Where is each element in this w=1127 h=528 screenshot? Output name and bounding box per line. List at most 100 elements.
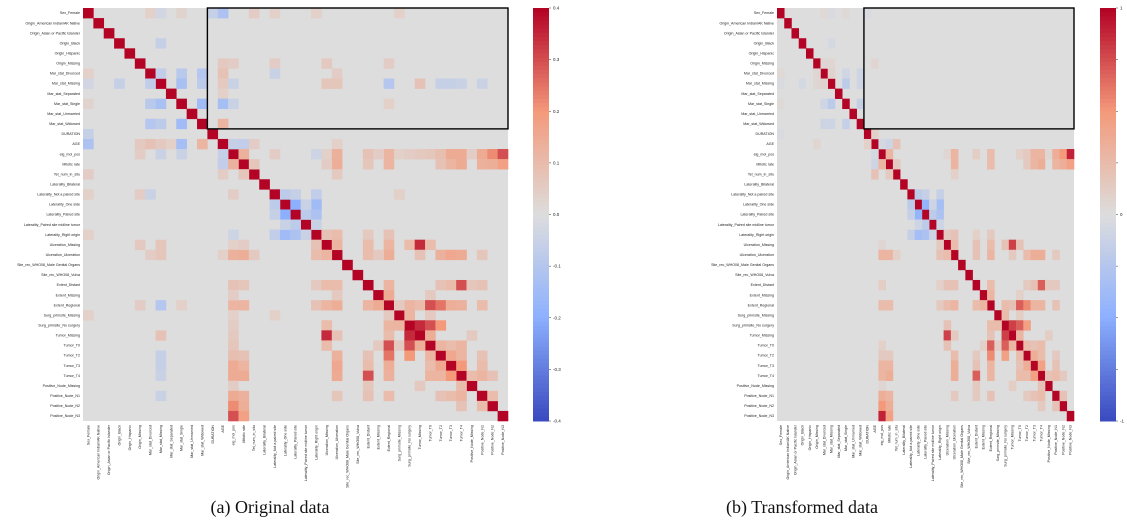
heatmap-cell	[331, 290, 343, 301]
heatmap-cell	[228, 249, 239, 261]
heatmap-cell	[228, 300, 239, 311]
heatmap-cell	[83, 78, 94, 89]
heatmap-cell	[238, 360, 250, 371]
heatmap-cell	[228, 350, 239, 361]
y-tick-label: Laterality_One side	[743, 203, 774, 207]
y-tick-label: Tumor_T2	[758, 354, 774, 358]
y-tick-label: Mar_stat_Divorced	[744, 72, 774, 76]
heatmap-cell	[921, 189, 930, 200]
heatmap-cell	[1016, 239, 1024, 251]
heatmap-cell	[383, 360, 395, 371]
heatmap-cell	[1001, 350, 1010, 361]
colorbar-segment	[1100, 107, 1116, 112]
heatmap-cell	[362, 249, 374, 261]
heatmap-cell-diagonal	[777, 8, 785, 19]
heatmap-cell	[820, 118, 829, 130]
colorbar-segment	[1100, 280, 1116, 286]
heatmap-cell-diagonal	[856, 118, 865, 130]
heatmap-cell	[1016, 360, 1024, 371]
colorbar-segment	[1100, 119, 1116, 125]
colorbar-segment	[1100, 78, 1116, 83]
heatmap-cell	[456, 380, 467, 392]
heatmap-cell	[456, 279, 467, 291]
heatmap-cell	[1016, 310, 1024, 321]
y-tick-label: Origin_American Indian/AK Native	[719, 21, 774, 25]
x-tick-label: Laterality_Not a paired site	[909, 425, 913, 468]
heatmap-cell	[425, 149, 436, 160]
x-tick-label: Positive_Node_N1	[1054, 425, 1058, 455]
heatmap-cell	[979, 340, 988, 351]
x-tick-label: Laterality_Bilateral	[263, 425, 267, 455]
heatmap-cell-diagonal	[487, 400, 498, 412]
heatmap-cell	[269, 68, 281, 79]
heatmap-cell	[1023, 159, 1031, 170]
heatmap-cell	[393, 189, 405, 200]
colorbar-segment	[533, 264, 549, 269]
heatmap-cell	[393, 149, 405, 160]
heatmap-cell	[476, 149, 488, 160]
colorbar-segment	[1100, 148, 1116, 154]
heatmap-cell	[155, 38, 167, 49]
colorbar-segment	[1100, 185, 1116, 191]
heatmap-cell	[217, 8, 229, 19]
heatmap-cell	[1052, 350, 1060, 361]
colorbar-segment	[533, 301, 549, 306]
heatmap-cell	[269, 149, 281, 160]
colorbar-segment	[1100, 202, 1116, 207]
colorbar-segment	[533, 259, 549, 265]
x-tick-label: Tumor_T3	[1032, 425, 1036, 441]
heatmap-cell	[290, 199, 301, 210]
x-tick-label: Mar_stat_Separated	[169, 425, 173, 458]
heatmap-cell-diagonal	[929, 219, 937, 230]
colorbar-segment	[1100, 123, 1116, 129]
heatmap-cell	[936, 199, 944, 210]
heatmap-cell-diagonal	[1023, 350, 1031, 361]
heatmap-cell-diagonal	[134, 58, 146, 69]
heatmap-cell	[383, 290, 395, 301]
heatmap-cell	[1023, 149, 1031, 160]
colorbar-segment	[533, 251, 549, 257]
colorbar-segment	[533, 317, 549, 323]
colorbar-segment	[1100, 317, 1116, 323]
heatmap-cell	[943, 249, 952, 261]
colorbar-segment	[1100, 45, 1116, 50]
heatmap-cell	[885, 249, 894, 261]
heatmap-cell	[217, 58, 229, 69]
heatmap-cell	[238, 169, 250, 180]
y-tick-label: Tet_num_in_situ	[748, 172, 774, 176]
heatmap-cell	[373, 149, 384, 160]
heatmap-cell	[435, 149, 447, 160]
heatmap-cell	[863, 8, 872, 19]
colorbar-segment	[1100, 111, 1116, 116]
heatmap-cell	[1030, 249, 1039, 261]
colorbar-segment	[533, 53, 549, 59]
y-tick-label: Tumor_T3	[64, 364, 80, 368]
heatmap-cell	[321, 300, 333, 311]
heatmap-cell	[176, 68, 187, 79]
x-tick-label: Sex_Female	[86, 425, 90, 445]
heatmap-cell	[393, 340, 405, 351]
x-tick-label: Tumor_T0	[428, 425, 432, 441]
x-tick-label: Ulceration_Missing	[945, 425, 949, 455]
heatmap-cell-diagonal	[1030, 360, 1039, 371]
heatmap-cell	[383, 98, 395, 110]
heatmap-cell-diagonal	[842, 98, 850, 110]
colorbar-segment	[533, 226, 549, 232]
heatmap-cell	[885, 370, 894, 382]
heatmap-cell	[228, 239, 239, 251]
heatmap-cell	[321, 330, 333, 341]
x-tick-label: Origin_Missing	[815, 425, 819, 449]
x-tick-label: Origin_Missing	[138, 425, 142, 449]
heatmap-cell	[435, 370, 447, 382]
x-tick-label: Site_rec_WHO08_Male Genital Organs	[960, 425, 964, 488]
heatmap-cell	[777, 128, 785, 140]
heatmap-cell	[497, 159, 509, 170]
heatmap-cell	[404, 239, 416, 251]
heatmap-cell	[383, 330, 395, 341]
colorbar-segment	[1100, 259, 1116, 265]
colorbar-segment	[533, 305, 549, 310]
colorbar-segment	[1100, 255, 1116, 261]
colorbar-segment	[1100, 383, 1116, 389]
heatmap-cell	[1066, 159, 1075, 170]
x-tick-label: Positive_Node_Missing	[1047, 425, 1051, 462]
